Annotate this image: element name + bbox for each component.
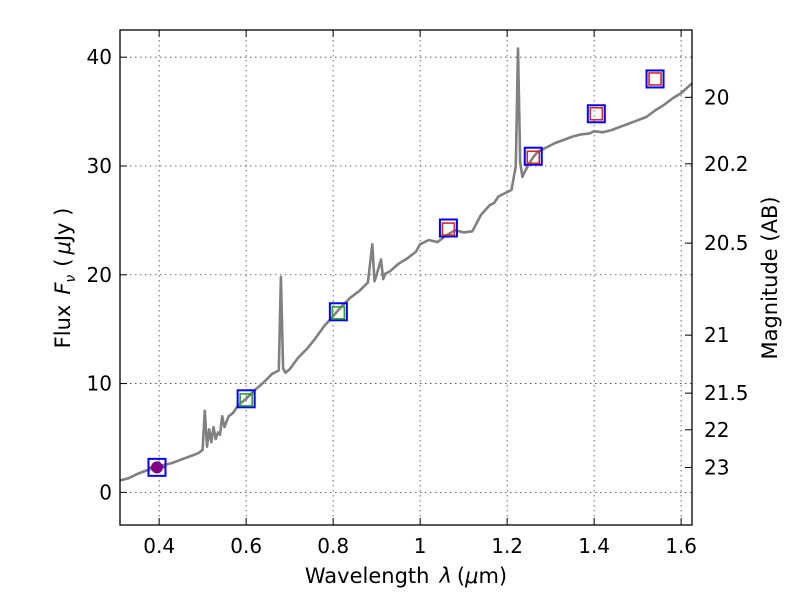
right-tick-label: 20.2 (704, 152, 749, 176)
right-tick-label: 20 (704, 85, 729, 109)
plot-frame (119, 29, 693, 526)
observed-point (441, 222, 456, 236)
y-axis-label: FluxFν(μJy ) (51, 208, 79, 349)
model-point (328, 302, 348, 322)
observed-point (589, 106, 604, 121)
spectrum-line (119, 47, 693, 482)
x-tick-label: 0.8 (317, 534, 349, 558)
observed-point (526, 150, 541, 165)
right-tick-label: 21 (704, 323, 729, 347)
y-tick-label: 20 (87, 263, 112, 287)
observed-point (239, 393, 253, 407)
y-tick-label: 40 (87, 45, 112, 69)
observed-point (648, 72, 662, 86)
observed-point (331, 306, 346, 320)
x-tick-label: 1.6 (665, 534, 697, 558)
right-tick-label: 23 (704, 455, 729, 479)
x-tick-label: 0.6 (230, 534, 262, 558)
tick-labels: 0.4 0.6 0.8 1 1.2 1.4 1.6 0 10 20 30 40 20 20.2 20.5 21… (87, 45, 749, 558)
right-axis-label: Magnitude (AB) (758, 196, 782, 359)
points-layer (147, 69, 665, 477)
right-tick-label: 21.5 (704, 381, 749, 405)
model-point (523, 146, 543, 166)
y-tick-label: 10 (87, 372, 112, 396)
y-tick-label: 30 (87, 154, 112, 178)
ticks (120, 30, 692, 525)
model-point (645, 69, 665, 89)
x-axis-label: Wavelength λ (μm) (305, 564, 507, 588)
x-tick-label: 1.2 (491, 534, 523, 558)
x-tick-label: 0.4 (143, 534, 175, 558)
x-tick-label: 1 (414, 534, 427, 558)
model-point (147, 457, 167, 477)
model-point (586, 104, 606, 124)
right-tick-label: 20.5 (704, 231, 749, 255)
right-tick-label: 22 (704, 418, 729, 442)
model-point (438, 218, 458, 238)
y-tick-label: 0 (99, 480, 112, 504)
x-tick-label: 1.4 (578, 534, 610, 558)
series-layer (119, 47, 693, 482)
grid (120, 30, 692, 525)
model-point (236, 389, 256, 409)
